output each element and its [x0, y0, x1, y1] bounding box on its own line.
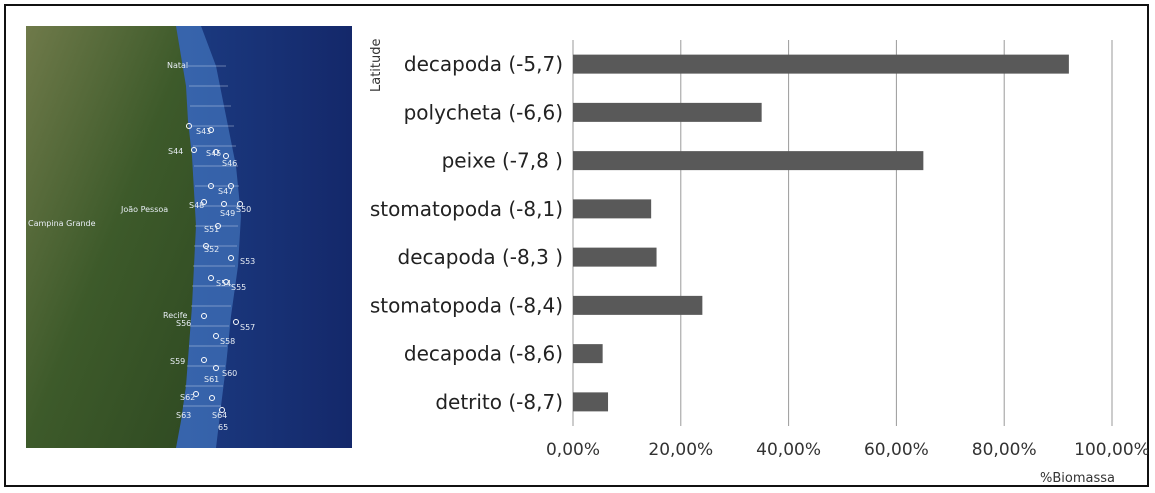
map-city-label: Natal: [167, 61, 188, 70]
category-label: stomatopoda (-8,1): [370, 197, 563, 221]
map-station-label: S57: [240, 323, 255, 332]
category-label: decapoda (-8,3 ): [398, 245, 563, 269]
map-station-label: S53: [240, 257, 255, 266]
map-station-label: S47: [218, 187, 233, 196]
map-station-label: S59: [170, 357, 185, 366]
bar: [573, 392, 609, 412]
bar: [573, 247, 657, 267]
map-station-label: S64: [212, 411, 227, 420]
map-station-label: S50: [236, 205, 251, 214]
map-station-label: S45: [206, 149, 221, 158]
figure-frame: Natal João Pessoa Recife Campina Grande S43 S…: [4, 4, 1149, 487]
x-gridlines: [572, 40, 1113, 426]
station-markers: [186, 123, 243, 413]
category-label: stomatopoda (-8,4): [370, 293, 563, 317]
transect-grid: [183, 65, 239, 407]
bar: [573, 54, 1069, 74]
map-station-label: S60: [222, 369, 237, 378]
map-station-label: S54: [216, 279, 231, 288]
category-label: decapoda (-5,7): [404, 52, 563, 76]
map-station-label: S49: [220, 209, 235, 218]
x-tick-label: 60,00%: [864, 440, 929, 460]
map-station-label: S46: [222, 159, 237, 168]
map-station-label: 65: [218, 423, 228, 432]
map-station-label: S48: [189, 201, 204, 210]
satellite-map: Natal João Pessoa Recife Campina Grande S43 S…: [26, 26, 352, 448]
shelf-area: [176, 26, 241, 448]
land-area: [26, 26, 196, 448]
y-axis-title: Latitude: [369, 38, 384, 92]
map-station-label: S51: [204, 225, 219, 234]
bar: [573, 344, 603, 364]
map-station-label: S44: [168, 147, 183, 156]
bar: [573, 151, 924, 171]
map-station-label: S55: [231, 283, 246, 292]
x-tick-labels: 0,00% 20,00% 40,00% 60,00% 80,00% 100,00%: [546, 440, 1148, 460]
map-station-label: S58: [220, 337, 235, 346]
x-tick-label: 80,00%: [972, 440, 1037, 460]
biomass-bar-chart: decapoda (-5,7) polycheta (-6,6) peixe (-7…: [369, 38, 1148, 486]
bar: [573, 295, 703, 315]
category-label: decapoda (-8,6): [404, 342, 563, 366]
x-tick-label: 0,00%: [546, 440, 600, 460]
map-station-label: S62: [180, 393, 195, 402]
bars: [573, 54, 1069, 412]
map-city-label: Campina Grande: [28, 219, 96, 228]
x-axis-title: %Biomassa: [1040, 471, 1115, 486]
category-labels: decapoda (-5,7) polycheta (-6,6) peixe (-7…: [370, 52, 563, 414]
map-station-label: S63: [176, 411, 191, 420]
map-station-label: S61: [204, 375, 219, 384]
bar: [573, 199, 652, 219]
map-station-label: S52: [204, 245, 219, 254]
category-label: polycheta (-6,6): [404, 100, 563, 124]
bar: [573, 102, 762, 122]
map-station-label: S43: [196, 127, 211, 136]
category-label: detrito (-8,7): [435, 390, 563, 414]
x-tick-label: 20,00%: [648, 440, 713, 460]
map-city-label: Recife: [163, 311, 188, 320]
x-tick-label: 40,00%: [756, 440, 821, 460]
x-tick-label: 100,00%: [1074, 440, 1148, 460]
map-labels: Natal João Pessoa Recife Campina Grande S43 S…: [28, 61, 255, 432]
map-station-label: S56: [176, 319, 191, 328]
category-label: peixe (-7,8 ): [442, 149, 563, 173]
map-city-label: João Pessoa: [120, 205, 168, 214]
